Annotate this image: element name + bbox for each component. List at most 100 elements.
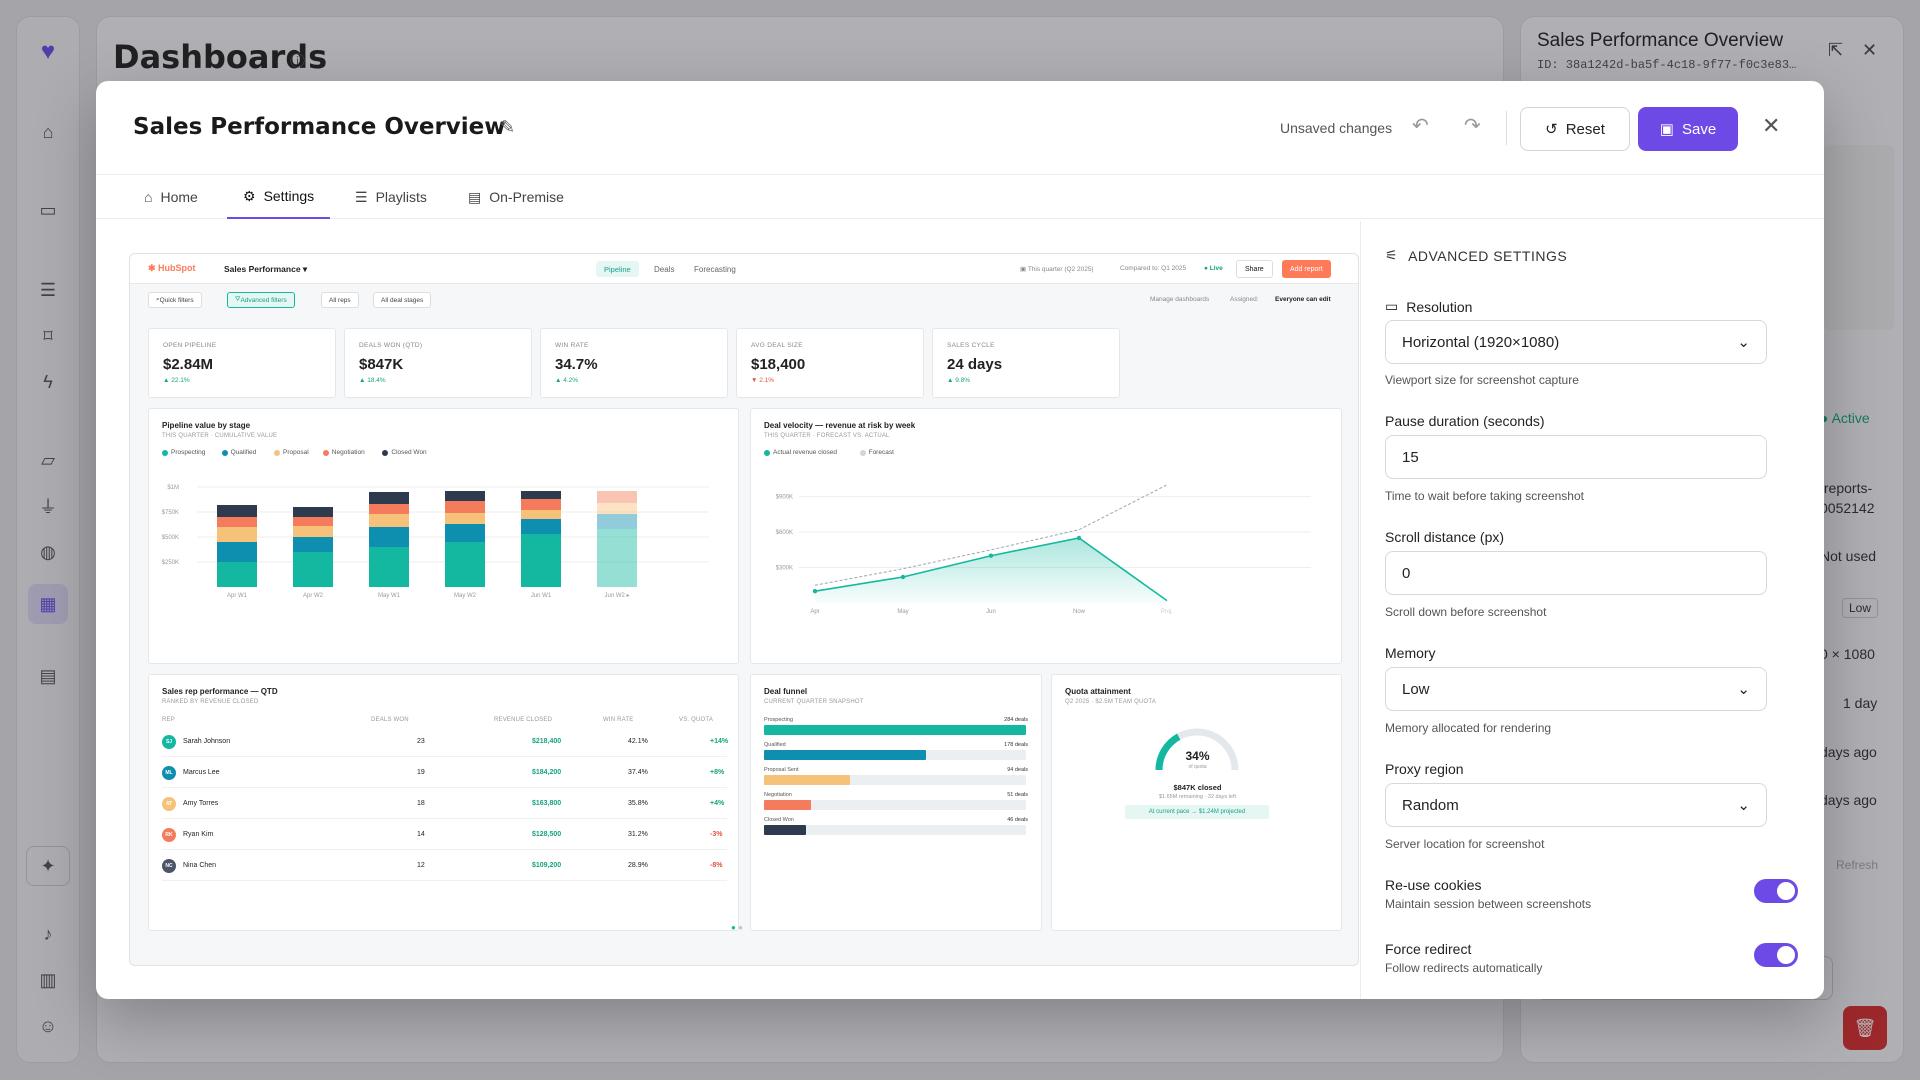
table-row[interactable]: NC Nina Chen 12 $109,200 28.9% -8% [162, 855, 727, 881]
kpi-card: AVG DEAL SIZE $18,400 ▼ 2.1% [736, 328, 924, 398]
report-name[interactable]: Sales Performance ▾ [224, 264, 308, 274]
bolt-icon[interactable]: ϟ [43, 371, 53, 392]
carousel-dots[interactable]: ● ● [731, 923, 743, 932]
funnel-stage-count: 178 deals [1004, 742, 1028, 748]
rep-revenue: $109,200 [532, 862, 562, 869]
help-icon[interactable]: ⓘ [290, 53, 306, 70]
reset-button[interactable]: ↺ Reset [1520, 107, 1630, 151]
sparkle-icon[interactable]: ✦ [26, 846, 70, 886]
kpi-change: ▲ 4.2% [555, 377, 579, 384]
force-redirect-toggle[interactable] [1754, 943, 1798, 967]
table-row[interactable]: RK Ryan Kim 14 $128,500 31.2% -3% [162, 824, 727, 850]
playlist-icon[interactable]: ☰ [39, 279, 57, 300]
building-icon[interactable]: ▥ [39, 969, 57, 990]
bar-segment [293, 537, 333, 552]
nav-deals[interactable]: Deals [654, 265, 675, 274]
proxy-select[interactable]: Random ⌄ [1385, 783, 1767, 827]
table-row[interactable]: SJ Sarah Johnson 23 $218,400 42.1% +14% [162, 731, 728, 757]
user-icon[interactable]: ☺ [38, 1015, 58, 1036]
home-icon[interactable]: ⌂ [42, 121, 54, 142]
folder-icon[interactable]: ▱ [41, 449, 55, 470]
bar-segment [521, 534, 561, 587]
table-row[interactable]: ML Marcus Lee 19 $184,200 37.4% +8% [162, 762, 727, 788]
chevron-down-icon: ⌄ [1737, 334, 1750, 351]
pause-input[interactable]: 15 [1385, 435, 1767, 479]
low-badge: Low [1842, 598, 1879, 618]
dashboards-icon[interactable]: ▦ [28, 584, 68, 624]
bell-icon[interactable]: ♪ [43, 923, 53, 944]
pause-value: 15 [1402, 448, 1419, 466]
scroll-input[interactable]: 0 [1385, 551, 1767, 595]
tab-on-premise-label: On-Premise [489, 189, 564, 205]
plug-icon[interactable]: ⏚ [39, 497, 57, 517]
quota-percent: 34% [1185, 749, 1210, 763]
rep-name: Marcus Lee [183, 769, 220, 776]
external-link-icon[interactable]: ⇱ [1828, 40, 1844, 60]
assigned-text: Assigned: [1230, 296, 1259, 303]
bar-segment [293, 517, 333, 526]
tab-on-premise[interactable]: ▤ On-Premise [468, 175, 564, 219]
brand-text: HubSpot [158, 263, 196, 273]
tab-home[interactable]: ⌂ Home [144, 175, 198, 219]
resolution-label: ▭ Resolution [1385, 298, 1472, 315]
proxy-value: Random [1402, 796, 1459, 814]
redo-icon[interactable]: ↷ [1464, 115, 1481, 137]
save-icon: ▣ [1659, 121, 1674, 138]
bookmark-icon[interactable]: ⌑ [43, 325, 53, 346]
everyone-edit: Everyone can edit [1275, 296, 1331, 303]
server-icon: ▤ [468, 188, 482, 205]
pencil-icon[interactable]: ✎ [500, 117, 516, 137]
nav-pipeline[interactable]: Pipeline [596, 261, 639, 277]
manage-dashboards[interactable]: Manage dashboards [1150, 296, 1210, 303]
detail-id: ID: 38a1242d-ba5f-4c18-9f77-f0c3e83… [1537, 58, 1797, 72]
y-tick-label: $1M [167, 485, 179, 491]
reps-subtitle: RANKED BY REVENUE CLOSED [162, 699, 259, 705]
modal-close-icon[interactable]: ✕ [1762, 113, 1781, 138]
cookies-help: Maintain session between screenshots [1385, 897, 1592, 911]
kpi-card: DEALS WON (QTD) $847K ▲ 18.4% [344, 328, 532, 398]
tab-playlists[interactable]: ☰ Playlists [355, 175, 427, 219]
data-point [988, 553, 994, 558]
resolution-select[interactable]: Horizontal (1920×1080) ⌄ [1385, 320, 1767, 364]
delete-button[interactable]: 🗑 [1843, 1006, 1887, 1050]
x-tick-label: Apr [810, 609, 819, 615]
tab-settings-label: Settings [263, 188, 315, 204]
monitor-icon[interactable]: ▭ [39, 199, 57, 220]
funnel-stage-count: 51 deals [1007, 792, 1028, 798]
undo-icon[interactable]: ↶ [1412, 115, 1429, 137]
kpi-value: 24 days [947, 356, 1003, 373]
calendar-icon[interactable]: ▤ [39, 665, 57, 686]
save-button[interactable]: ▣ Save [1638, 107, 1738, 151]
advanced-filters[interactable]: ⛛ Advanced filters [227, 292, 295, 308]
col-quota: VS. QUOTA [679, 717, 714, 723]
bar-segment [369, 504, 409, 514]
reuse-cookies-toggle[interactable] [1754, 879, 1798, 903]
kpi-change: ▲ 9.8% [947, 377, 971, 384]
kpi-value: 34.7% [555, 356, 598, 373]
refresh-button[interactable]: Refresh [1836, 858, 1879, 872]
all-stages-filter[interactable]: All deal stages [373, 292, 432, 308]
memory-select[interactable]: Low ⌄ [1385, 667, 1767, 711]
legend-item: Negotiation [322, 449, 365, 456]
share-button[interactable]: Share [1236, 260, 1273, 278]
close-icon[interactable]: ✕ [1862, 40, 1878, 60]
period-text: ▣ This quarter (Q2 2025) [1020, 266, 1094, 273]
rep-win-rate: 42.1% [628, 738, 648, 745]
tab-settings[interactable]: ⚙ Settings [227, 175, 331, 219]
add-report-button[interactable]: Add report [1282, 260, 1331, 278]
quick-filters[interactable]: ⌕ Quick filters [148, 292, 202, 308]
all-reps-filter[interactable]: All reps [321, 292, 359, 308]
table-row[interactable]: AT Amy Torres 18 $163,800 35.8% +4% [162, 793, 727, 819]
palette-icon[interactable]: ◍ [40, 541, 56, 562]
pipeline-title: Pipeline value by stage [162, 421, 251, 430]
funnel-track [764, 725, 1026, 735]
avatar: ML [162, 766, 176, 780]
hubspot-logo: ✱ HubSpot [148, 263, 196, 273]
proxy-help: Server location for screenshot [1385, 837, 1545, 851]
gauge-fill [1155, 733, 1181, 771]
velocity-title: Deal velocity — revenue at risk by week [764, 421, 916, 430]
nav-forecasting[interactable]: Forecasting [694, 265, 736, 274]
memory-value: Low [1402, 680, 1430, 698]
chevron-down-icon: ⌄ [1737, 681, 1750, 698]
rep-revenue: $218,400 [532, 738, 562, 745]
